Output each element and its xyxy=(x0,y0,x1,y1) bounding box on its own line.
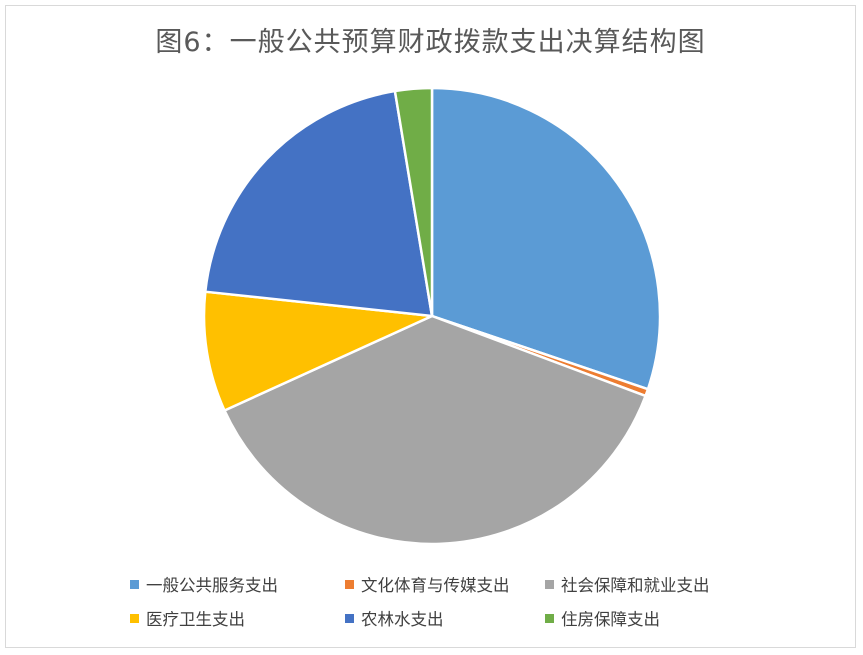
legend-label: 住房保障支出 xyxy=(561,610,660,629)
legend-swatch xyxy=(545,579,554,589)
pie-slice-social-security-employment xyxy=(223,314,647,546)
pie-slice-agriculture-forestry-water xyxy=(204,89,434,318)
legend-swatch xyxy=(130,579,139,589)
pie-slice-general-public-services xyxy=(430,86,662,391)
legend-swatch xyxy=(545,613,554,623)
legend-swatch xyxy=(345,579,354,589)
legend-item-culture-sports-media: 文化体育与传媒支出 xyxy=(345,572,545,596)
legend-swatch xyxy=(345,613,354,623)
chart-title: 图6：一般公共预算财政拨款支出决算结构图 xyxy=(155,27,706,58)
legend-label: 农林水支出 xyxy=(361,610,444,629)
legend-item-social-security-employment: 社会保障和就业支出 xyxy=(545,572,770,596)
legend-item-housing-security: 住房保障支出 xyxy=(545,606,770,630)
legend-label: 文化体育与传媒支出 xyxy=(361,576,510,595)
legend-swatch xyxy=(130,613,139,623)
legend-label: 社会保障和就业支出 xyxy=(561,576,710,595)
legend-item-healthcare: 医疗卫生支出 xyxy=(130,606,345,630)
pie-slice-housing-security xyxy=(393,86,434,318)
legend-label: 医疗卫生支出 xyxy=(146,610,245,629)
chart-legend: 一般公共服务支出 文化体育与传媒支出 社会保障和就业支出 医疗卫生支出 农林水支… xyxy=(130,572,770,630)
legend-item-agriculture-forestry-water: 农林水支出 xyxy=(345,606,545,630)
pie-slice-healthcare xyxy=(202,290,434,412)
legend-label: 一般公共服务支出 xyxy=(146,576,278,595)
legend-item-general-public-services: 一般公共服务支出 xyxy=(130,572,345,596)
